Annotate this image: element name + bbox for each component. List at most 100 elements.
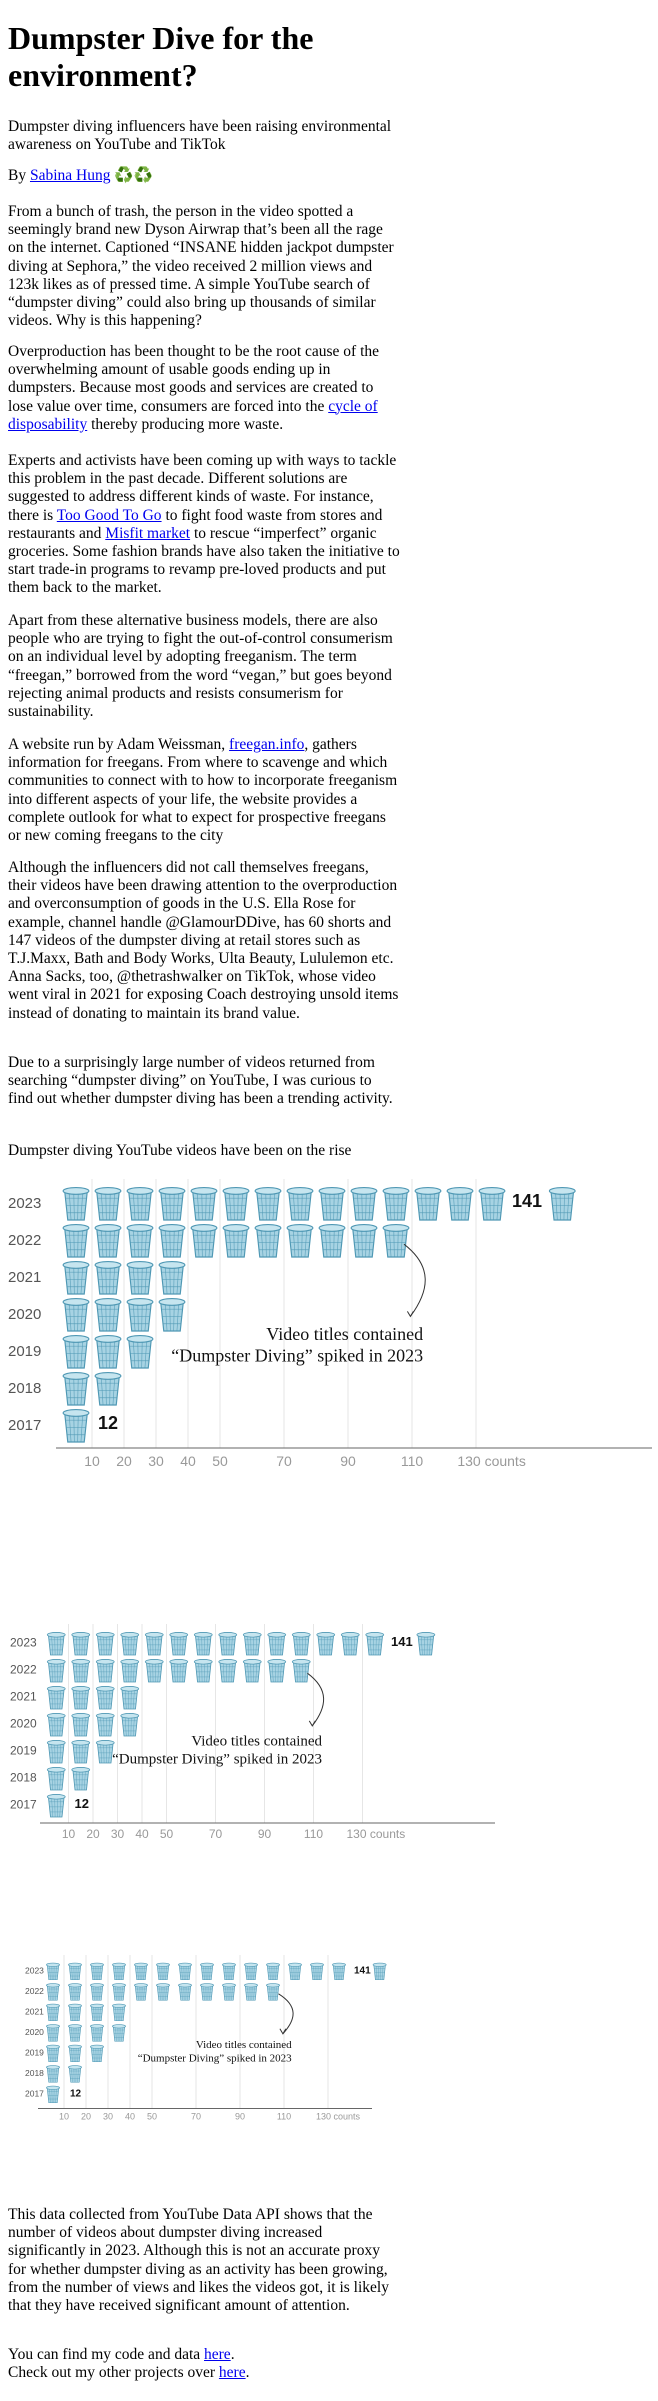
trash-bin-icon [244, 1983, 258, 2001]
x-tick-label: 70 [209, 1827, 223, 1841]
trash-bin-icon [242, 1659, 262, 1683]
trash-bin-icon [90, 2044, 104, 2063]
author-link[interactable]: Sabina Hung [29, 167, 111, 184]
x-tick-label: 10 [84, 1453, 100, 1469]
paragraph-7: Due to a surprisingly large number of vi… [8, 1054, 400, 1109]
paragraph-3-text-c: to rescue “imperfect” organic groceries.… [8, 524, 400, 597]
trash-bin-icon [158, 1224, 186, 1258]
trash-bin-icon [310, 1962, 324, 1981]
cycle-of-disposability-link[interactable]: cycle of disposability [8, 397, 378, 433]
trash-bin-icon [68, 2065, 82, 2083]
year-label: 2019 [10, 1744, 37, 1758]
trash-bin-icon [94, 1335, 122, 1369]
trash-bin-icon [71, 1632, 91, 1656]
trash-bin-icon [446, 1187, 474, 1221]
year-label: 2020 [10, 1717, 37, 1731]
trash-bin-icon [112, 2003, 126, 2022]
trash-bin-icon [244, 1962, 258, 1981]
trash-bin-icon [416, 1632, 436, 1656]
x-tick-label: 110 [304, 1827, 323, 1841]
value-label: 141 [354, 1965, 371, 1976]
trash-bin-icon [254, 1224, 282, 1258]
trash-bin-icon [193, 1659, 213, 1683]
year-label: 2018 [8, 1380, 41, 1397]
trash-bin-icon [68, 2044, 82, 2063]
trash-bin-icon [46, 1962, 60, 1981]
trash-bin-icon [94, 1224, 122, 1258]
trash-bin-icon [62, 1298, 90, 1332]
trash-bin-icon [112, 1962, 126, 1981]
trash-bin-icon [178, 1962, 192, 1981]
trash-bin-icon [365, 1632, 385, 1656]
trash-bin-icon [68, 1962, 82, 1981]
trash-bin-icon [62, 1187, 90, 1221]
trash-bin-icon [46, 2065, 60, 2083]
year-label: 2019 [8, 1343, 41, 1360]
page-title: Dumpster Dive for the environment? [8, 20, 314, 93]
x-tick-label: 50 [212, 1453, 228, 1469]
trash-bin-icon [94, 1261, 122, 1295]
trash-bin-icon [134, 1962, 148, 1981]
trash-bin-icon [144, 1632, 164, 1656]
trash-bin-icon [242, 1632, 262, 1656]
trash-bin-icon [218, 1632, 238, 1656]
value-label: 12 [70, 2088, 82, 2099]
x-tick-label: 130 counts [316, 2112, 361, 2122]
trash-bin-icon [350, 1224, 378, 1258]
trash-bin-icon [71, 1713, 91, 1737]
trash-bin-icon [169, 1659, 189, 1683]
trash-bin-icon [126, 1335, 154, 1369]
x-tick-label: 130 counts [457, 1453, 526, 1469]
x-tick-label: 20 [116, 1453, 132, 1469]
freegan-info-link[interactable]: freegan.info [229, 736, 305, 753]
x-tick-label: 10 [59, 2112, 69, 2122]
trash-bin-icon [548, 1187, 576, 1221]
year-label: 2022 [10, 1663, 37, 1677]
trash-bin-icon [372, 1962, 387, 1981]
trash-bin-icon [222, 1224, 250, 1258]
paragraph-3-text-a: Experts and activists have been coming u… [8, 452, 397, 524]
paragraph-5-text-a: A website run by Adam Weissman, [8, 736, 230, 753]
trash-bin-icon [266, 1983, 280, 2001]
paragraph-5-text-b: , gathers information for freegans. From… [8, 736, 398, 845]
trash-bin-icon [318, 1224, 346, 1258]
year-label: 2021 [10, 1690, 37, 1704]
trash-bin-icon [94, 1298, 122, 1332]
subtitle-block: Dumpster diving influencers have been ra… [8, 118, 400, 154]
misfit-market-link[interactable]: Misfit market [105, 524, 191, 542]
year-label: 2017 [25, 2089, 44, 2099]
x-tick-label: 20 [81, 2112, 91, 2122]
value-label: 141 [391, 1634, 413, 1649]
trash-bin-icon [158, 1187, 186, 1221]
trash-bin-icon [222, 1962, 236, 1981]
trash-bin-icon [340, 1632, 360, 1656]
trash-bin-icon [46, 2003, 60, 2022]
trash-bin-icon [71, 1686, 91, 1710]
year-label: 2023 [10, 1636, 37, 1650]
trash-bin-icon [62, 1261, 90, 1295]
trash-bin-icon [254, 1187, 282, 1221]
paragraph-5: A website run by Adam Weissman, freegan.… [8, 736, 400, 845]
trash-bin-icon [158, 1298, 186, 1332]
trash-bin-icon [90, 1962, 104, 1981]
x-tick-label: 70 [191, 2112, 201, 2122]
x-tick-label: 40 [180, 1453, 196, 1469]
trash-bin-icon [95, 1632, 115, 1656]
trash-bin-icon [62, 1335, 90, 1369]
code-data-link[interactable]: here [204, 2346, 231, 2363]
trash-bin-icon [68, 2003, 82, 2022]
x-tick-label: 30 [111, 1827, 125, 1841]
chart-heading: Dumpster diving YouTube videos have been… [8, 1142, 400, 1160]
annotation-arrowhead [308, 1720, 316, 1727]
trash-bin-icon [95, 1659, 115, 1683]
chart-large-svg: 10 20 30 40 50 70 90 110 130 counts 2023 141 2022 20… [8, 1179, 652, 1469]
paragraph-7-text: Due to a surprisingly large number of vi… [8, 1054, 393, 1108]
trash-bin-icon [156, 1962, 170, 1981]
x-tick-label: 40 [125, 2112, 135, 2122]
other-projects-link[interactable]: here [218, 2364, 246, 2381]
annotation-arrowhead [279, 2028, 287, 2035]
paragraph-8-text: This data collected from YouTube Data AP… [8, 2206, 389, 2315]
paragraph-2: Overproduction has been thought to be th… [8, 343, 400, 434]
too-good-to-go-link[interactable]: Too Good To Go [56, 506, 162, 524]
trash-bin-icon [71, 1740, 91, 1764]
